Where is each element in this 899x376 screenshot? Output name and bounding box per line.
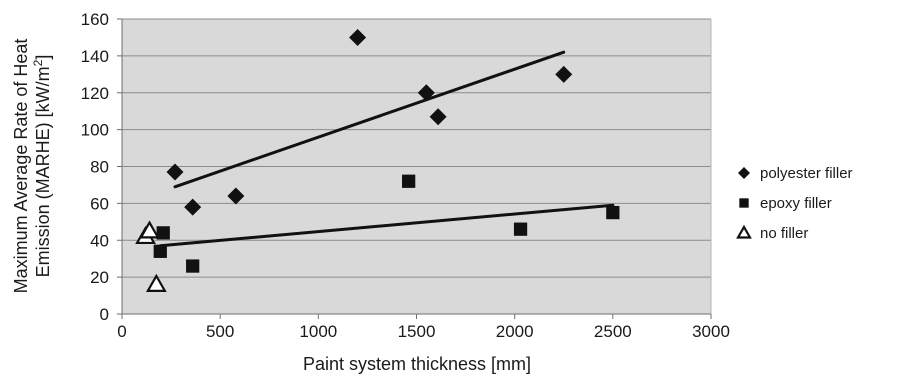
y-axis-title-line2-end: ] bbox=[33, 55, 53, 60]
y-tick-label-20: 20 bbox=[90, 268, 109, 287]
y-tick-label-120: 120 bbox=[81, 84, 109, 103]
data-point-polyester-filler-1 bbox=[166, 163, 184, 181]
y-axis-title-superscript: 2 bbox=[31, 59, 45, 66]
y-axis-title: Maximum Average Rate of Heat Emission (M… bbox=[11, 39, 53, 294]
trendline-polyester-filler bbox=[173, 50, 566, 189]
y-tick-label-40: 40 bbox=[90, 231, 109, 250]
y-axis-title-line1: Maximum Average Rate of Heat bbox=[11, 39, 31, 294]
axes bbox=[117, 18, 712, 319]
data-point-epoxy-filler-6 bbox=[606, 205, 620, 220]
x-tick-label-1000: 1000 bbox=[299, 322, 337, 341]
legend-marker-polyester-filler bbox=[738, 167, 750, 179]
x-tick-label-2000: 2000 bbox=[496, 322, 534, 341]
data-point-polyester-filler-4 bbox=[349, 28, 367, 46]
data-point-polyester-filler-7 bbox=[555, 65, 573, 83]
trendline-epoxy-filler bbox=[158, 203, 615, 248]
data-point-no-filler-3 bbox=[145, 273, 167, 292]
y-tick-label-0: 0 bbox=[100, 305, 109, 324]
legend-marker-no-filler bbox=[736, 224, 752, 239]
y-tick-label-80: 80 bbox=[90, 158, 109, 177]
data-markers bbox=[135, 28, 620, 292]
y-tick-label-100: 100 bbox=[81, 121, 109, 140]
data-point-polyester-filler-5 bbox=[417, 84, 435, 102]
data-point-epoxy-filler-5 bbox=[513, 222, 528, 236]
y-tick-label-160: 160 bbox=[81, 10, 109, 29]
y-axis-title-line2: Emission (MARHE) [kW/m2] bbox=[31, 55, 53, 278]
x-tick-labels: 0 500 1000 1500 2000 2500 3000 bbox=[117, 322, 730, 341]
data-point-epoxy-filler-3 bbox=[186, 259, 200, 273]
x-tick-label-3000: 3000 bbox=[692, 322, 730, 341]
data-point-no-filler-2 bbox=[139, 220, 160, 239]
x-tick-label-2500: 2500 bbox=[594, 322, 632, 341]
y-tick-labels: 0 20 40 60 80 100 120 140 160 bbox=[81, 10, 109, 324]
legend-marker-epoxy-filler bbox=[739, 198, 749, 208]
legend-label-epoxy-filler: epoxy filler bbox=[760, 195, 832, 212]
data-point-epoxy-filler-2 bbox=[156, 226, 170, 240]
trendlines bbox=[158, 50, 615, 248]
legend: polyester filler epoxy filler no filler bbox=[736, 165, 853, 242]
x-axis-title: Paint system thickness [mm] bbox=[303, 354, 531, 374]
data-point-polyester-filler-2 bbox=[184, 198, 202, 216]
x-tick-label-1500: 1500 bbox=[398, 322, 436, 341]
x-tick-label-0: 0 bbox=[117, 322, 126, 341]
legend-label-no-filler: no filler bbox=[760, 225, 808, 242]
legend-label-polyester-filler: polyester filler bbox=[760, 165, 853, 182]
x-tick-label-500: 500 bbox=[206, 322, 234, 341]
y-tick-label-140: 140 bbox=[81, 47, 109, 66]
data-point-polyester-filler-6 bbox=[429, 108, 447, 126]
data-point-epoxy-filler-4 bbox=[402, 174, 416, 188]
y-tick-label-60: 60 bbox=[90, 194, 109, 213]
data-point-epoxy-filler-1 bbox=[153, 244, 167, 258]
data-point-polyester-filler-3 bbox=[227, 187, 245, 205]
y-axis-title-line2-main: Emission (MARHE) [kW/m bbox=[33, 66, 53, 277]
